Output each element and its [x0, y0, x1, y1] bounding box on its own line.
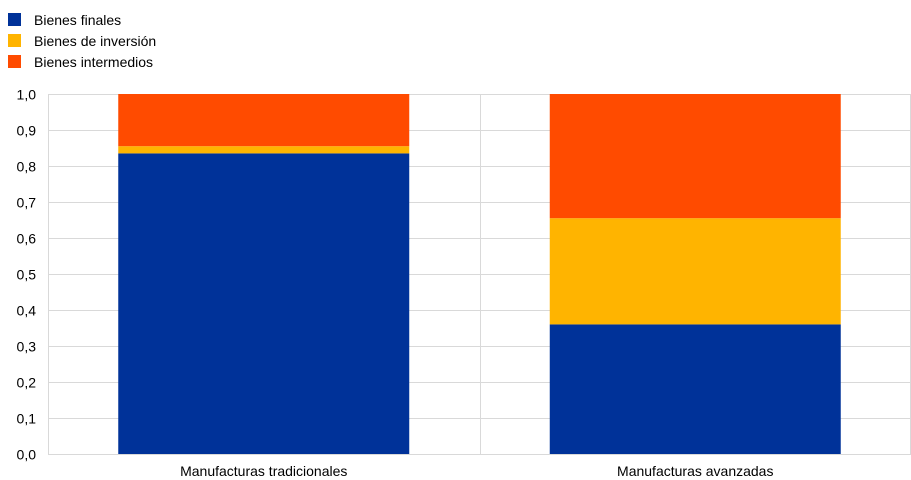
legend-swatch [8, 34, 21, 47]
y-tick-label: 0,8 [17, 159, 37, 175]
y-tick-label: 0,0 [17, 447, 37, 463]
legend-label: Bienes finales [34, 12, 121, 28]
bar-segment [118, 153, 410, 454]
bar-segment [549, 324, 841, 454]
y-axis: 0,0 0,1 0,2 0,3 0,4 0,5 0,6 0,7 0,8 0,9 1,0 [17, 87, 37, 463]
legend-label: Bienes intermedios [34, 54, 153, 70]
legend-swatch [8, 13, 21, 26]
x-tick-label: Manufacturas avanzadas [617, 463, 773, 479]
legend-swatch [8, 55, 21, 68]
y-tick-label: 0,5 [17, 267, 37, 283]
bar-segment [549, 94, 841, 219]
y-tick-label: 0,7 [17, 195, 37, 211]
bars [118, 94, 841, 454]
x-axis: Manufacturas tradicionales Manufacturas a… [180, 463, 773, 479]
y-tick-label: 0,1 [17, 411, 37, 427]
bar-segment [549, 218, 841, 325]
x-tick-label: Manufacturas tradicionales [180, 463, 347, 479]
y-tick-label: 0,2 [17, 375, 37, 391]
legend-label: Bienes de inversión [34, 33, 156, 49]
y-tick-label: 0,6 [17, 231, 37, 247]
bar-segment [118, 146, 410, 154]
legend: Bienes finales Bienes de inversión Bienes … [8, 12, 156, 70]
y-tick-label: 0,9 [17, 123, 37, 139]
y-tick-label: 1,0 [17, 87, 37, 103]
bar-segment [118, 94, 410, 147]
y-tick-label: 0,4 [17, 303, 37, 319]
y-tick-label: 0,3 [17, 339, 37, 355]
